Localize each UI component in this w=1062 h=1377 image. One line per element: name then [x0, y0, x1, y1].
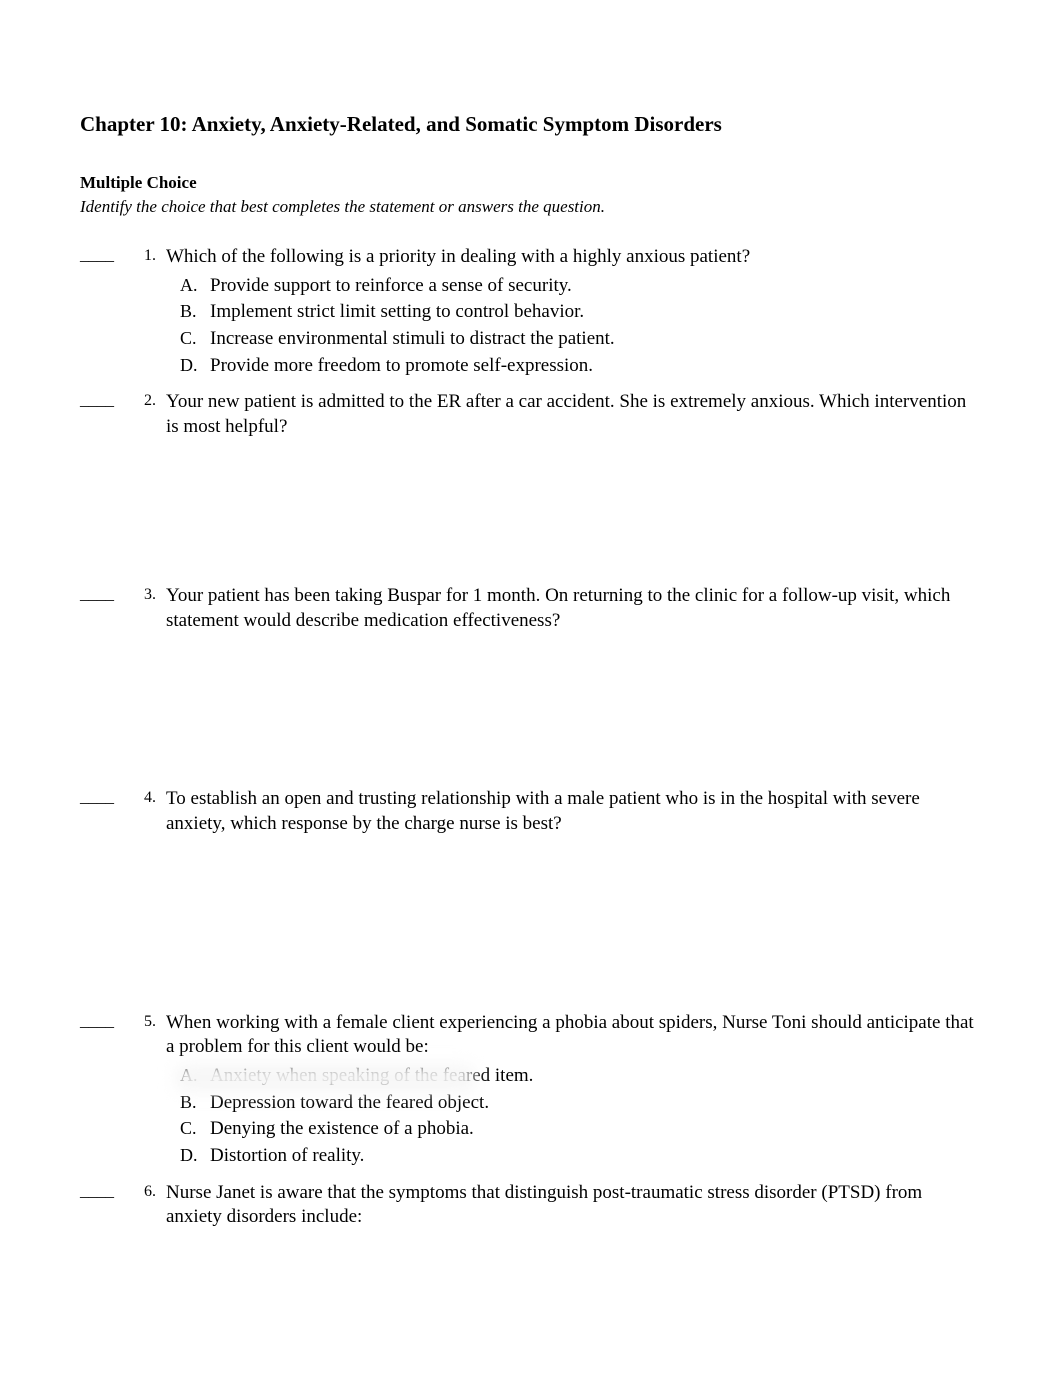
option-row: D. Distortion of reality.: [180, 1144, 982, 1169]
answer-blank[interactable]: ____: [80, 245, 120, 265]
question-body: Nurse Janet is aware that the symptoms t…: [166, 1181, 982, 1234]
option-letter: D.: [180, 1144, 210, 1167]
option-row: C. Increase environmental stimuli to dis…: [180, 327, 982, 352]
section-instruction: Identify the choice that best completes …: [80, 197, 982, 217]
option-text: Provide more freedom to promote self-exp…: [210, 354, 593, 379]
option-row: D. Provide more freedom to promote self-…: [180, 354, 982, 379]
question-body: Your new patient is admitted to the ER a…: [166, 390, 982, 443]
question-body: Which of the following is a priority in …: [166, 245, 982, 380]
option-text: Denying the existence of a phobia.: [210, 1117, 474, 1142]
question-text: Nurse Janet is aware that the symptoms t…: [166, 1181, 982, 1230]
option-letter: D.: [180, 354, 210, 377]
question-number: 6.: [120, 1181, 166, 1201]
question-text: Your new patient is admitted to the ER a…: [166, 390, 982, 439]
question-row: ____ 3. Your patient has been taking Bus…: [80, 584, 982, 637]
question-text: Which of the following is a priority in …: [166, 245, 982, 270]
answer-space: [80, 454, 982, 584]
question-number: 4.: [120, 787, 166, 807]
question-number: 1.: [120, 245, 166, 265]
question-text: When working with a female client experi…: [166, 1011, 982, 1060]
question-number: 2.: [120, 390, 166, 410]
option-row: B. Implement strict limit setting to con…: [180, 300, 982, 325]
question-body: To establish an open and trusting relati…: [166, 787, 982, 840]
option-text: Increase environmental stimuli to distra…: [210, 327, 615, 352]
option-letter: A.: [180, 274, 210, 297]
option-row: B. Depression toward the feared object.: [180, 1091, 982, 1116]
options-list: A. Provide support to reinforce a sense …: [166, 274, 982, 379]
option-letter: B.: [180, 300, 210, 323]
question-text: Your patient has been taking Buspar for …: [166, 584, 982, 633]
option-text: Implement strict limit setting to contro…: [210, 300, 584, 325]
redaction-blur: [175, 1065, 475, 1091]
answer-blank[interactable]: ____: [80, 390, 120, 410]
question-row: ____ 4. To establish an open and trustin…: [80, 787, 982, 840]
answer-space: [80, 647, 982, 787]
option-row: A. Provide support to reinforce a sense …: [180, 274, 982, 299]
chapter-title: Chapter 10: Anxiety, Anxiety-Related, an…: [80, 112, 982, 137]
option-letter: C.: [180, 327, 210, 350]
option-text: Depression toward the feared object.: [210, 1091, 489, 1116]
section-heading: Multiple Choice: [80, 173, 982, 193]
answer-blank[interactable]: ____: [80, 787, 120, 807]
question-row: ____ 1. Which of the following is a prio…: [80, 245, 982, 380]
option-text: Distortion of reality.: [210, 1144, 364, 1169]
question-row: ____ 2. Your new patient is admitted to …: [80, 390, 982, 443]
question-body: Your patient has been taking Buspar for …: [166, 584, 982, 637]
question-row: ____ 6. Nurse Janet is aware that the sy…: [80, 1181, 982, 1234]
option-text: Provide support to reinforce a sense of …: [210, 274, 572, 299]
question-number: 5.: [120, 1011, 166, 1031]
answer-blank[interactable]: ____: [80, 1181, 120, 1201]
option-row: C. Denying the existence of a phobia.: [180, 1117, 982, 1142]
question-number: 3.: [120, 584, 166, 604]
answer-blank[interactable]: ____: [80, 1011, 120, 1031]
question-text: To establish an open and trusting relati…: [166, 787, 982, 836]
answer-space: [80, 851, 982, 1011]
option-letter: C.: [180, 1117, 210, 1140]
option-letter: B.: [180, 1091, 210, 1114]
answer-blank[interactable]: ____: [80, 584, 120, 604]
